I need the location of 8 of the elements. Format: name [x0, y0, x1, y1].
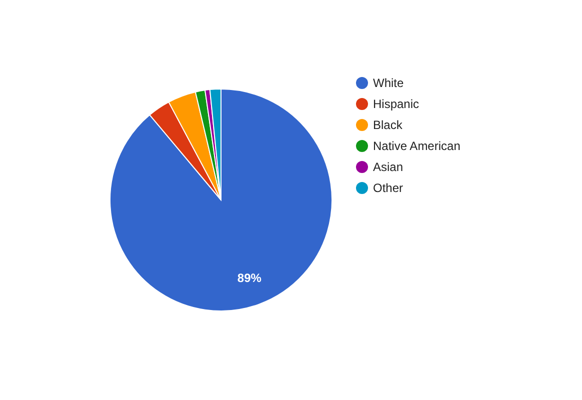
legend-label: Black — [373, 118, 404, 132]
legend-label: Hispanic — [373, 97, 420, 111]
legend-label: Asian — [373, 160, 404, 174]
legend-label: White — [373, 76, 404, 90]
pie-slice — [110, 88, 332, 312]
legend-label: Other — [373, 181, 404, 195]
data-label: 89% — [237, 271, 262, 286]
legend-label: Native American — [373, 139, 460, 153]
